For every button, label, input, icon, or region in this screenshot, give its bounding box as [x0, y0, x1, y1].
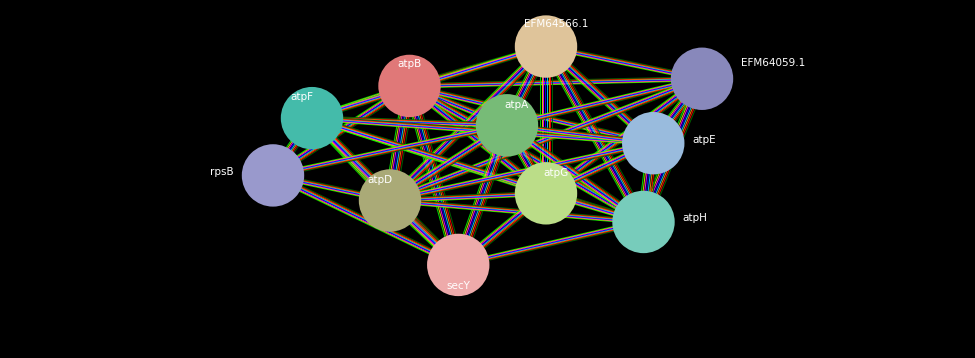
Text: secY: secY [447, 281, 470, 291]
Ellipse shape [242, 144, 304, 207]
Ellipse shape [612, 191, 675, 253]
Ellipse shape [359, 169, 421, 232]
Ellipse shape [378, 55, 441, 117]
Ellipse shape [427, 234, 489, 296]
Text: atpD: atpD [368, 175, 393, 185]
Ellipse shape [671, 48, 733, 110]
Ellipse shape [515, 162, 577, 224]
Text: atpB: atpB [398, 59, 421, 69]
Text: atpG: atpG [543, 168, 568, 178]
Text: rpsB: rpsB [211, 167, 234, 177]
Ellipse shape [515, 15, 577, 78]
Text: atpH: atpH [682, 213, 708, 223]
Ellipse shape [622, 112, 684, 174]
Ellipse shape [476, 94, 538, 156]
Text: atpE: atpE [692, 135, 716, 145]
Text: atpF: atpF [291, 92, 314, 102]
Ellipse shape [281, 87, 343, 149]
Text: atpA: atpA [505, 100, 528, 110]
Text: EFM64566.1: EFM64566.1 [524, 19, 588, 29]
Text: EFM64059.1: EFM64059.1 [741, 58, 805, 68]
